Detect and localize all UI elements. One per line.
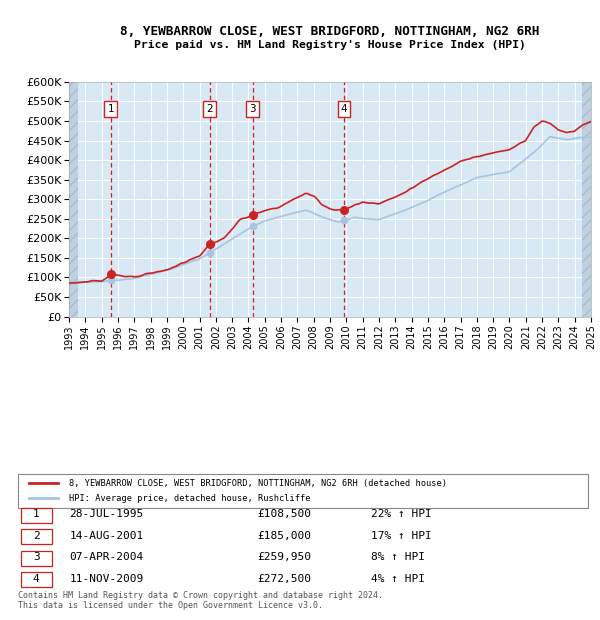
- FancyBboxPatch shape: [21, 529, 52, 544]
- Text: 3: 3: [250, 104, 256, 114]
- Text: 4% ↑ HPI: 4% ↑ HPI: [371, 574, 425, 583]
- Text: Price paid vs. HM Land Registry's House Price Index (HPI): Price paid vs. HM Land Registry's House …: [134, 40, 526, 50]
- Text: 4: 4: [33, 574, 40, 583]
- Text: 2: 2: [33, 531, 40, 541]
- Text: 17% ↑ HPI: 17% ↑ HPI: [371, 531, 432, 541]
- Bar: [69, 82, 78, 317]
- Text: 11-NOV-2009: 11-NOV-2009: [70, 574, 143, 583]
- Text: Contains HM Land Registry data © Crown copyright and database right 2024.
This d: Contains HM Land Registry data © Crown c…: [18, 591, 383, 610]
- Text: 14-AUG-2001: 14-AUG-2001: [70, 531, 143, 541]
- Text: 8, YEWBARROW CLOSE, WEST BRIDGFORD, NOTTINGHAM, NG2 6RH: 8, YEWBARROW CLOSE, WEST BRIDGFORD, NOTT…: [121, 25, 539, 38]
- Text: £108,500: £108,500: [257, 509, 311, 519]
- Text: 22% ↑ HPI: 22% ↑ HPI: [371, 509, 432, 519]
- Text: £272,500: £272,500: [257, 574, 311, 583]
- Text: £259,950: £259,950: [257, 552, 311, 562]
- Text: 4: 4: [341, 104, 347, 114]
- FancyBboxPatch shape: [21, 551, 52, 565]
- FancyBboxPatch shape: [18, 474, 588, 508]
- Text: 1: 1: [33, 509, 40, 519]
- Text: 07-APR-2004: 07-APR-2004: [70, 552, 143, 562]
- FancyBboxPatch shape: [21, 572, 52, 587]
- Text: 3: 3: [33, 552, 40, 562]
- Text: £185,000: £185,000: [257, 531, 311, 541]
- Text: 28-JUL-1995: 28-JUL-1995: [70, 509, 143, 519]
- Text: 1: 1: [107, 104, 114, 114]
- Text: 8% ↑ HPI: 8% ↑ HPI: [371, 552, 425, 562]
- Text: HPI: Average price, detached house, Rushcliffe: HPI: Average price, detached house, Rush…: [70, 494, 311, 503]
- Bar: [582, 82, 591, 317]
- FancyBboxPatch shape: [21, 508, 52, 523]
- Text: 8, YEWBARROW CLOSE, WEST BRIDGFORD, NOTTINGHAM, NG2 6RH (detached house): 8, YEWBARROW CLOSE, WEST BRIDGFORD, NOTT…: [70, 479, 448, 488]
- Text: 2: 2: [206, 104, 213, 114]
